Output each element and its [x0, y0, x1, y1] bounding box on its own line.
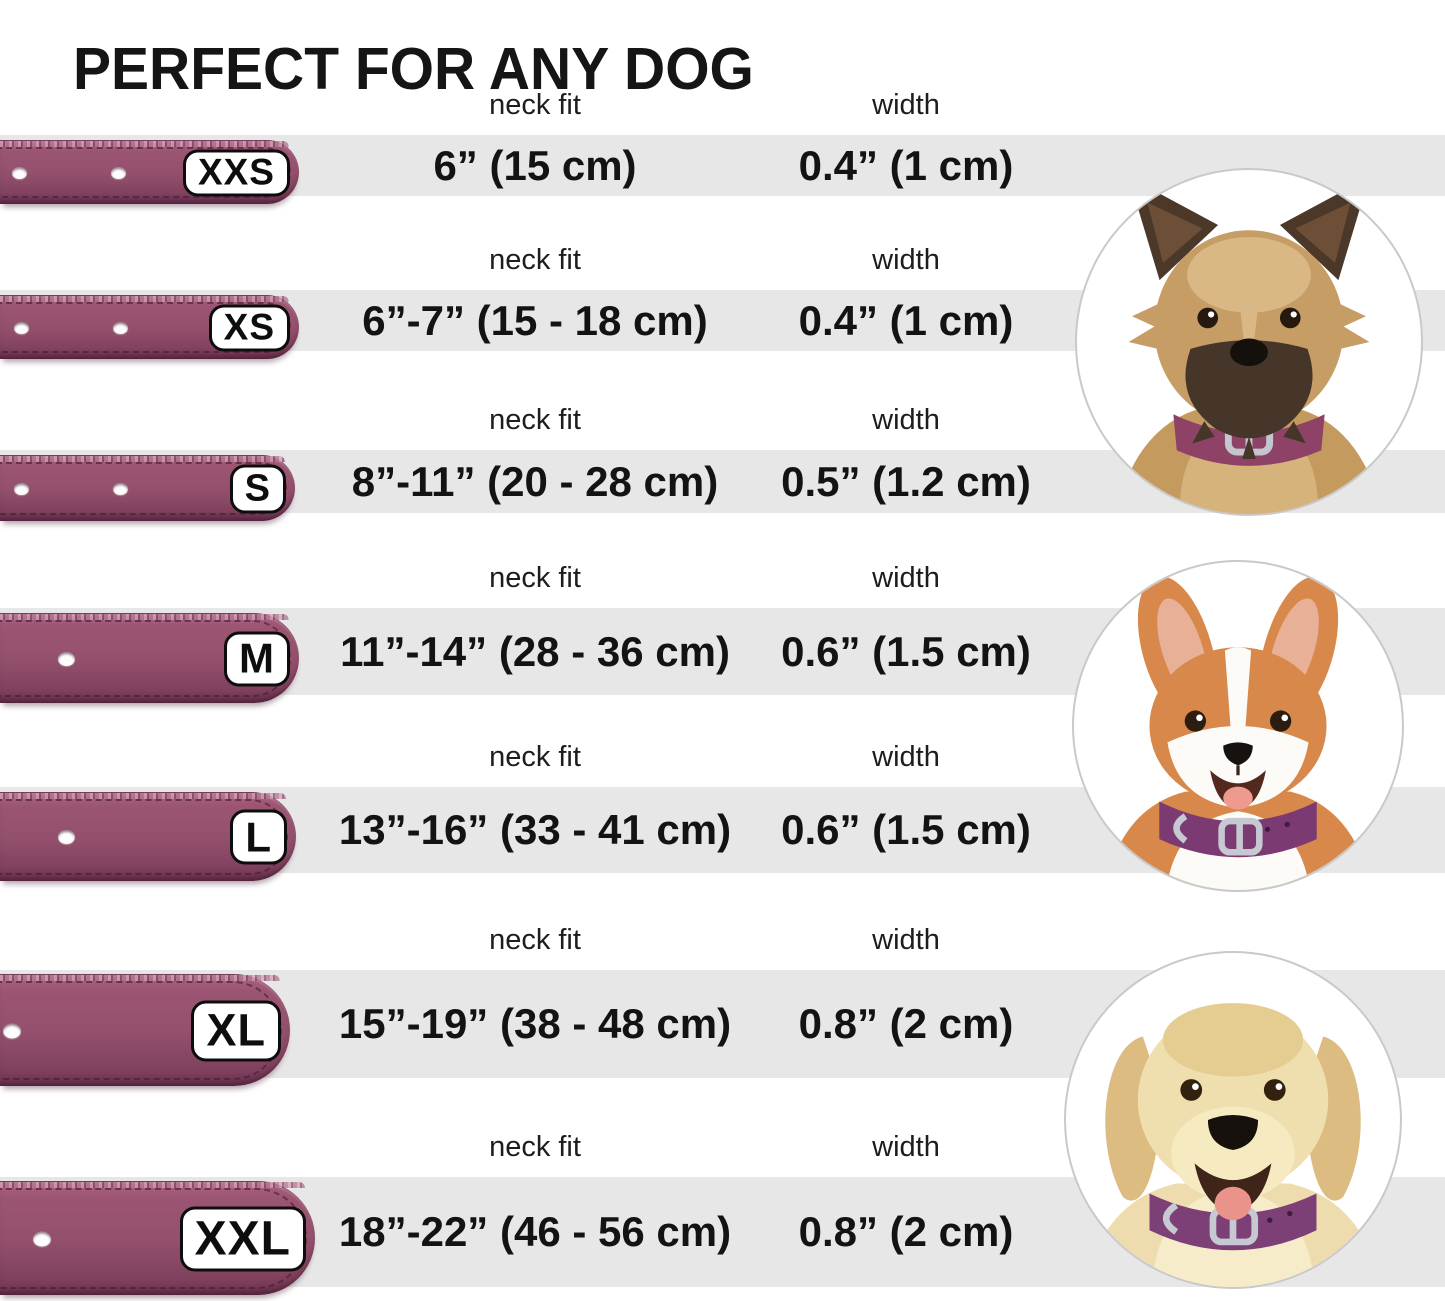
collar-strap-image: XL: [0, 974, 290, 1086]
labrador-illustration: [1083, 1003, 1383, 1287]
collar-suede-edge: [0, 975, 280, 981]
size-badge: M: [224, 631, 290, 686]
collar-hole: [3, 1023, 21, 1038]
collar-suede-edge: [0, 456, 285, 462]
width-label: width: [872, 741, 940, 773]
width-label: width: [872, 404, 940, 436]
size-badge: XL: [191, 1000, 281, 1061]
neck-fit-value: 13”-16” (33 - 41 cm): [338, 806, 732, 853]
width-label: width: [872, 244, 940, 276]
collar-hole: [14, 321, 29, 334]
collar-hole: [14, 482, 29, 495]
collar-stitching: [0, 147, 291, 198]
collar-stitching: [0, 620, 291, 697]
size-badge: XXS: [182, 149, 290, 196]
collar-hole: [113, 482, 128, 495]
collar-strap-image: XS: [0, 295, 299, 359]
collar-strap-image: XXS: [0, 140, 299, 204]
labrador-head: [1137, 1003, 1329, 1221]
medium-dog-photo: [1072, 560, 1404, 892]
collar-hole: [111, 166, 126, 179]
collar-stitching: [0, 981, 282, 1080]
width-value: 0.5” (1.2 cm): [781, 457, 1031, 505]
width-value: 0.4” (1 cm): [798, 296, 1014, 344]
terrier-head: [1128, 176, 1370, 459]
corgi-head: [1149, 647, 1327, 810]
corgi-illustration: [1104, 576, 1372, 890]
width-label: width: [872, 924, 940, 956]
corgi-collar: [1159, 801, 1317, 858]
width-label: width: [872, 89, 940, 121]
neck-fit-label: neck fit: [489, 741, 581, 773]
small-dog-photo: [1075, 168, 1423, 516]
neck-fit-label: neck fit: [489, 924, 581, 956]
neck-fit-label: neck fit: [489, 1131, 581, 1163]
neck-fit-label: neck fit: [489, 562, 581, 594]
collar-stitching: [0, 1188, 307, 1289]
width-value: 0.4” (1 cm): [798, 141, 1014, 189]
width-value: 0.8” (2 cm): [798, 1208, 1014, 1255]
width-value: 0.8” (2 cm): [798, 1000, 1014, 1047]
collar-hole: [113, 321, 128, 334]
collar-stitching: [0, 799, 288, 875]
size-badge: S: [229, 464, 286, 513]
collar-suede-edge: [0, 296, 289, 302]
neck-fit-value: 11”-14” (28 - 36 cm): [340, 627, 730, 675]
collar-suede-edge: [0, 1182, 305, 1188]
neck-fit-label: neck fit: [489, 404, 581, 436]
size-badge: XXL: [179, 1206, 306, 1271]
collar-suede-edge: [0, 141, 289, 147]
size-badge: L: [230, 809, 287, 865]
terrier-illustration: [1115, 176, 1383, 514]
collar-hole: [12, 166, 27, 179]
large-dog-photo: [1064, 951, 1402, 1289]
width-value: 0.6” (1.5 cm): [781, 627, 1031, 675]
neck-fit-value: 15”-19” (38 - 48 cm): [338, 1000, 732, 1047]
neck-fit-value: 8”-11” (20 - 28 cm): [351, 457, 719, 505]
width-value: 0.6” (1.5 cm): [781, 806, 1031, 853]
collar-hole: [33, 1231, 51, 1246]
collar-hole: [58, 830, 75, 844]
neck-fit-value: 6”-7” (15 - 18 cm): [362, 296, 708, 344]
collar-hole: [58, 651, 75, 666]
size-badge: XS: [208, 304, 290, 351]
neck-fit-value: 18”-22” (46 - 56 cm): [338, 1208, 732, 1255]
page-title: PERFECT FOR ANY DOG: [73, 36, 754, 103]
neck-fit-label: neck fit: [489, 244, 581, 276]
collar-stitching: [0, 462, 287, 515]
collar-strap-image: S: [0, 455, 295, 521]
collar-strap-image: XXL: [0, 1181, 315, 1295]
collar-stitching: [0, 302, 291, 353]
neck-fit-value: 6” (15 cm): [433, 141, 637, 189]
collar-strap-image: M: [0, 613, 299, 703]
neck-fit-label: neck fit: [489, 89, 581, 121]
collar-suede-edge: [0, 614, 289, 620]
width-label: width: [872, 562, 940, 594]
width-label: width: [872, 1131, 940, 1163]
collar-strap-image: L: [0, 792, 296, 881]
collar-suede-edge: [0, 793, 286, 799]
